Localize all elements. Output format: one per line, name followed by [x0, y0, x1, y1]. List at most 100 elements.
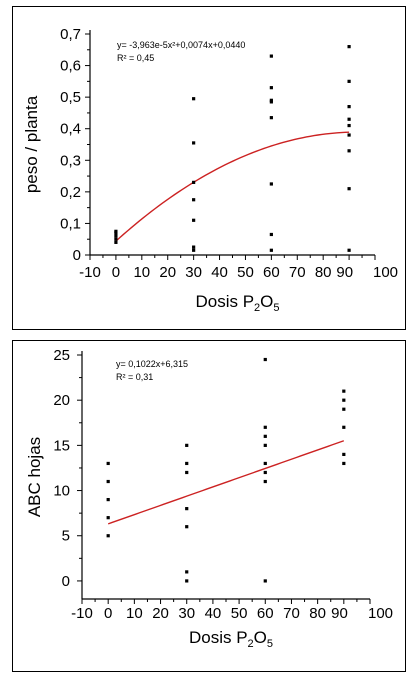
- data-point: [192, 180, 196, 184]
- data-point: [347, 117, 351, 121]
- data-point: [347, 79, 351, 83]
- x-tick-label: 30: [185, 264, 202, 281]
- y-tick-label: 0,1: [60, 215, 81, 232]
- x-tick-label: 10: [133, 264, 150, 281]
- y-tick-label: 0,6: [60, 58, 81, 75]
- x-tick-label: 100: [373, 264, 398, 281]
- data-point: [192, 97, 196, 101]
- x-axis-title: Dosis P2O5: [189, 628, 273, 650]
- x-tick-label: 50: [231, 605, 248, 622]
- regression-equation: y= 0,1022x+6,315: [116, 359, 188, 369]
- chart-panel-abc: 0 5 10 15 20 25 -10 0 10 20 30 40 50 60 70 80 90 100 Dosis…: [12, 340, 406, 672]
- data-point: [114, 240, 118, 244]
- data-point: [114, 229, 118, 233]
- data-point: [192, 218, 196, 222]
- x-tick-label: 0: [112, 264, 120, 281]
- x-axis-title: Dosis P2O5: [195, 292, 279, 314]
- y-tick-label: 0: [62, 573, 70, 590]
- x-tick-label: 70: [289, 264, 306, 281]
- data-point: [114, 237, 118, 241]
- data-point: [269, 116, 273, 120]
- data-point: [347, 105, 351, 109]
- data-point: [347, 133, 351, 137]
- data-point: [263, 479, 267, 484]
- x-tick-label: 90: [331, 605, 348, 622]
- data-point: [347, 149, 351, 153]
- regression-line: [107, 440, 345, 525]
- data-point: [263, 443, 267, 447]
- data-point: [269, 232, 273, 237]
- data-point: [263, 425, 267, 429]
- x-tick-label: 30: [178, 605, 195, 622]
- data-point: [192, 248, 196, 252]
- data-point: [269, 54, 273, 58]
- x-tick-label: 50: [237, 264, 254, 281]
- y-tick-label: 15: [53, 437, 70, 454]
- x-tick-label: 20: [159, 264, 176, 281]
- x-tick-label: 80: [309, 605, 326, 622]
- data-point: [106, 534, 110, 538]
- data-point: [269, 248, 273, 252]
- data-point: [185, 525, 189, 529]
- data-point: [269, 182, 273, 186]
- y-tick-label: 0: [73, 247, 81, 264]
- data-point: [185, 570, 189, 574]
- data-point: [192, 141, 196, 145]
- y-tick-label: 20: [53, 392, 70, 409]
- data-point: [192, 245, 196, 249]
- chart-peso-planta: 00,10,20,30,40,50,60,7-10 0 10 20 30 40 50 60 70…: [22, 26, 398, 314]
- x-tick-label: 60: [263, 264, 280, 281]
- x-tick-label: 70: [283, 605, 300, 622]
- data-point: [347, 187, 351, 191]
- data-point: [106, 497, 110, 502]
- data-point: [185, 470, 189, 475]
- y-tick-label: 0,4: [60, 121, 81, 138]
- x-tick-label: 10: [126, 605, 143, 622]
- y-tick-label: 5: [62, 528, 70, 545]
- data-point: [263, 434, 267, 438]
- data-point: [263, 357, 267, 362]
- x-tick-label: 20: [152, 605, 169, 622]
- y-tick-label: 0,3: [60, 152, 81, 169]
- data-point: [106, 479, 110, 484]
- y-axis-title: peso / planta: [22, 95, 41, 193]
- r-squared-label: R² = 0,31: [116, 372, 153, 382]
- x-tick-label: -10: [71, 605, 93, 622]
- data-point: [342, 425, 346, 429]
- data-point: [342, 398, 346, 402]
- data-point: [185, 507, 189, 511]
- data-point: [342, 389, 346, 393]
- data-point: [342, 407, 346, 411]
- data-point: [347, 45, 351, 49]
- data-point: [347, 123, 351, 128]
- x-tick-label: 60: [257, 605, 274, 622]
- data-point: [106, 461, 110, 466]
- data-point: [347, 248, 351, 252]
- data-point: [114, 234, 118, 238]
- chart-panel-peso: 0 0,1 0,2 0,3 0,4 0,5 0,6 0,7 -10 0 10 20 30 40 50 60 70…: [12, 6, 406, 330]
- y-tick-label: 25: [53, 347, 70, 364]
- data-point: [192, 198, 196, 202]
- data-point: [269, 98, 273, 102]
- regression-line: [115, 131, 350, 242]
- data-point: [263, 470, 267, 475]
- y-tick-label: 0,5: [60, 89, 81, 106]
- data-point: [185, 461, 189, 466]
- y-axis-title: ABC hojas: [25, 437, 44, 517]
- x-tick-label: 80: [315, 264, 332, 281]
- y-tick-label: 0,7: [60, 26, 81, 43]
- data-point: [185, 579, 189, 583]
- x-tick-label: 40: [211, 264, 228, 281]
- x-tick-label: 90: [336, 264, 353, 281]
- r-squared-label: R² = 0,45: [117, 53, 154, 63]
- regression-equation: y= -3,963e-5x²+0,0074x+0,0440: [117, 40, 245, 50]
- x-tick-label: -10: [79, 264, 101, 281]
- data-point: [342, 452, 346, 457]
- data-point: [106, 516, 110, 520]
- x-tick-label: 40: [205, 605, 222, 622]
- data-point: [269, 86, 273, 90]
- data-point: [185, 443, 189, 447]
- data-point: [263, 461, 267, 466]
- data-point: [342, 461, 346, 466]
